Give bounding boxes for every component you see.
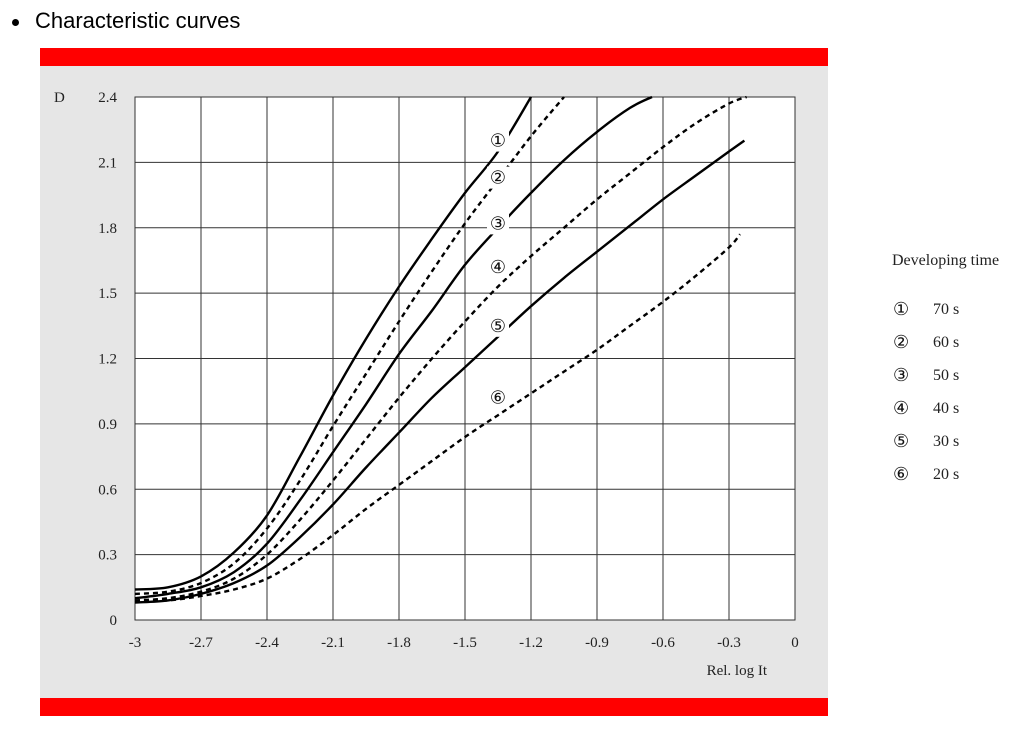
x-tick-label: -0.6: [651, 635, 675, 651]
x-tick-label: -0.9: [585, 635, 609, 651]
heading-bullet-item: Characteristic curves: [12, 6, 240, 36]
legend-marker-2: ②: [893, 332, 909, 352]
series-marker-5: ⑤: [490, 316, 506, 336]
x-axis-label: Rel. log It: [707, 663, 768, 679]
series-marker-3: ③: [490, 213, 506, 233]
y-tick-label: 2.4: [98, 90, 117, 106]
y-tick-labels: 0 0.3 0.6 0.9 1.2 1.5 1.8 2.1 2.4: [98, 90, 117, 629]
legend-label-5: 30 s: [933, 433, 959, 450]
y-tick-label: 2.1: [98, 155, 117, 171]
legend-label-4: 40 s: [933, 400, 959, 417]
series-line-4: [134, 95, 748, 602]
legend-title: Developing time: [892, 252, 999, 269]
x-tick-label: -0.3: [717, 635, 741, 651]
y-tick-label: 0.6: [98, 482, 117, 498]
series-marker-1: ①: [490, 131, 506, 151]
x-tick-label: -3: [129, 635, 142, 651]
y-tick-label: 1.2: [98, 352, 117, 368]
series-marker-6: ⑥: [490, 388, 506, 408]
series-marker-bg: [487, 129, 509, 152]
y-tick-label: 0.9: [98, 417, 117, 433]
legend-marker-6: ⑥: [893, 464, 909, 484]
legend-label-3: 50 s: [933, 367, 959, 384]
legend-label-2: 60 s: [933, 334, 959, 351]
legend: ① 70 s ② 60 s ③ 50 s ④ 40 s ⑤ 30 s ⑥ 20 s: [893, 299, 959, 484]
top-red-bar: [40, 48, 828, 66]
series-line-5: [134, 139, 746, 604]
x-tick-label: 0: [791, 635, 799, 651]
series-line-3: [134, 95, 653, 600]
x-tick-label: -1.8: [387, 635, 411, 651]
y-tick-label: 1.8: [98, 221, 117, 237]
series-marker-2: ②: [490, 168, 506, 188]
y-axis-label: D: [54, 90, 65, 106]
heading-text: Characteristic curves: [35, 8, 241, 33]
series-marker-bg: [487, 166, 509, 189]
legend-marker-3: ③: [893, 365, 909, 385]
series-line-1: [134, 96, 533, 591]
series-marker-bg: [487, 212, 509, 235]
series-marker-bg: [487, 314, 509, 337]
legend-marker-1: ①: [893, 299, 909, 319]
x-tick-label: -2.7: [189, 635, 213, 651]
legend-label-6: 20 s: [933, 466, 959, 483]
x-tick-label: -2.4: [255, 635, 279, 651]
legend-marker-4: ④: [893, 398, 909, 418]
x-tick-label: -2.1: [321, 635, 345, 651]
series-marker-4: ④: [490, 257, 506, 277]
x-tick-label: -1.5: [453, 635, 477, 651]
legend-label-1: 70 s: [933, 301, 959, 318]
legend-marker-5: ⑤: [893, 431, 909, 451]
x-tick-label: -1.2: [519, 635, 543, 651]
y-tick-label: 0: [110, 613, 118, 629]
y-tick-label: 0.3: [98, 548, 117, 564]
bottom-red-bar: [40, 698, 828, 716]
bullet-icon: [12, 18, 19, 26]
x-tick-labels: -3 -2.7 -2.4 -2.1 -1.8 -1.5 -1.2 -0.9 -0.6 -0.3 0: [129, 635, 799, 651]
series-marker-bg: [487, 386, 509, 409]
series-markers: ① ② ③ ④ ⑤ ⑥: [487, 129, 509, 409]
series-marker-bg: [487, 255, 509, 278]
series-line-6: [134, 233, 741, 602]
y-tick-label: 1.5: [98, 286, 117, 302]
